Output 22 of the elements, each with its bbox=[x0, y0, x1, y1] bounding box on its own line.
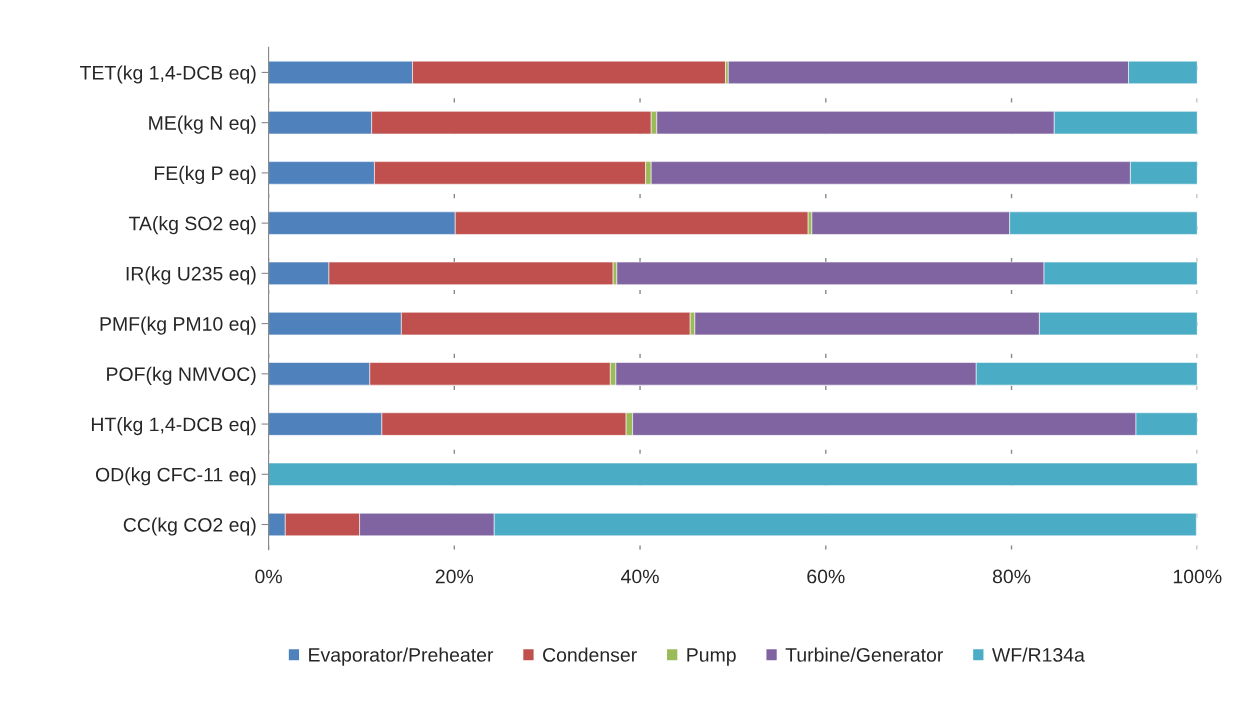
y-tick-label: TA(kg SO2 eq) bbox=[128, 216, 256, 235]
y-tick-label: PMF(kg PM10 eq) bbox=[100, 316, 256, 335]
x-tick-label: 20% bbox=[435, 569, 474, 584]
x-tick-label: 40% bbox=[621, 569, 659, 584]
y-tick-label: TET(kg 1,4-DCB eq) bbox=[80, 65, 256, 84]
y-tick-label: OD(kg CFC-11 eq) bbox=[95, 467, 256, 486]
legend-label: WF/R134a bbox=[992, 647, 1085, 662]
x-tick-label: 0% bbox=[255, 569, 282, 584]
bar bbox=[268, 462, 1198, 486]
legend-label: Turbine/Generator bbox=[785, 647, 944, 662]
y-tick-label: IR(kg U235 eq) bbox=[126, 266, 256, 285]
y-tick-label: ME(kg N eq) bbox=[149, 115, 256, 134]
legend-label: Evaporator/Preheater bbox=[309, 647, 494, 666]
y-tick-label: CC(kg CO2 eq) bbox=[123, 517, 256, 536]
y-tick-label: HT(kg 1,4-DCB eq) bbox=[91, 417, 256, 436]
x-tick-label: 80% bbox=[992, 569, 1031, 584]
y-tick-label: POF(kg NMVOC) bbox=[107, 366, 256, 385]
x-tick-label: 60% bbox=[807, 569, 845, 584]
y-tick-label: FE(kg P eq) bbox=[154, 165, 256, 184]
x-tick-label: 100% bbox=[1173, 569, 1222, 584]
legend-label: Condenser bbox=[543, 647, 637, 662]
legend-label: Pump bbox=[687, 648, 736, 666]
